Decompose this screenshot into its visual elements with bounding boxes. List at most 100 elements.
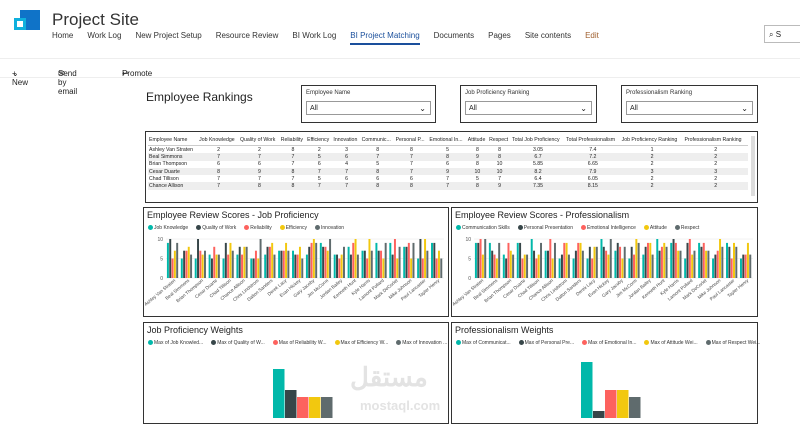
score-bar[interactable] xyxy=(721,246,724,278)
score-bar[interactable] xyxy=(558,258,561,279)
score-bar[interactable] xyxy=(623,246,626,278)
score-bar[interactable] xyxy=(349,254,352,278)
score-bar[interactable] xyxy=(312,239,315,278)
score-bar[interactable] xyxy=(417,258,420,279)
score-bar[interactable] xyxy=(591,258,594,279)
score-bar[interactable] xyxy=(407,242,410,278)
score-bar[interactable] xyxy=(403,246,406,278)
legend-item[interactable]: Personal Presentation xyxy=(517,225,577,231)
score-bar[interactable] xyxy=(333,254,336,278)
score-bar[interactable] xyxy=(616,242,619,278)
legend-item[interactable]: Max of Communicat... xyxy=(456,340,515,346)
weight-bar[interactable] xyxy=(617,390,629,418)
score-bar[interactable] xyxy=(547,250,549,278)
column-header[interactable]: Communic... xyxy=(360,134,395,146)
score-bar[interactable] xyxy=(495,258,498,279)
legend-item[interactable]: Max of Innovation ... xyxy=(396,340,451,346)
legend-item[interactable]: Innovation xyxy=(315,225,348,231)
column-header[interactable]: Quality of Work xyxy=(239,134,280,146)
score-bar[interactable] xyxy=(197,239,200,278)
score-bar[interactable] xyxy=(352,242,355,278)
column-header[interactable]: Emotional In... xyxy=(428,134,467,146)
score-bar[interactable] xyxy=(649,242,652,278)
score-bar[interactable] xyxy=(213,246,216,278)
score-bar[interactable] xyxy=(540,242,543,278)
score-bar[interactable] xyxy=(670,242,673,278)
score-bar[interactable] xyxy=(322,246,325,278)
score-bar[interactable] xyxy=(651,254,654,278)
score-bar[interactable] xyxy=(663,242,666,278)
score-bar[interactable] xyxy=(712,258,715,279)
legend-item[interactable]: Max of Attitude Wei... xyxy=(644,340,701,346)
score-bar[interactable] xyxy=(173,250,176,278)
score-bar[interactable] xyxy=(614,250,617,278)
score-bar[interactable] xyxy=(368,239,371,278)
score-bar[interactable] xyxy=(577,242,580,278)
column-header[interactable]: Innovation xyxy=(332,134,361,146)
score-bar[interactable] xyxy=(266,246,269,278)
column-header[interactable]: Total Job Proficiency xyxy=(511,134,566,146)
score-bar[interactable] xyxy=(375,242,378,278)
score-bar[interactable] xyxy=(621,258,624,279)
score-bar[interactable] xyxy=(516,242,519,278)
score-bar[interactable] xyxy=(586,258,589,279)
score-bar[interactable] xyxy=(361,250,364,278)
score-bar[interactable] xyxy=(735,246,738,278)
legend-item[interactable]: Reliability xyxy=(244,225,275,231)
score-bar[interactable] xyxy=(560,254,563,278)
score-bar[interactable] xyxy=(433,242,436,278)
legend-item[interactable]: Attitude xyxy=(643,225,671,231)
score-bar[interactable] xyxy=(243,246,246,278)
score-bar[interactable] xyxy=(278,250,281,278)
score-bar[interactable] xyxy=(199,250,202,278)
score-bar[interactable] xyxy=(166,242,169,278)
score-bar[interactable] xyxy=(257,258,260,279)
table-row[interactable]: Chad Tillison 7 7 7 5 6 6 6 7 5 7 6.4 6.05 2 2 xyxy=(148,175,748,182)
score-bar[interactable] xyxy=(512,254,515,278)
score-bar[interactable] xyxy=(176,242,179,278)
nav-work-log[interactable]: Work Log xyxy=(87,31,122,40)
weight-bar[interactable] xyxy=(285,390,297,418)
score-bar[interactable] xyxy=(630,246,633,278)
score-bar[interactable] xyxy=(658,250,661,278)
score-bar[interactable] xyxy=(356,254,359,278)
legend-item[interactable]: Max of Reliability W... xyxy=(272,340,331,346)
site-title[interactable]: Project Site xyxy=(52,10,139,29)
score-bar[interactable] xyxy=(609,239,612,278)
weight-bar[interactable] xyxy=(581,362,593,418)
score-bar[interactable] xyxy=(215,254,218,278)
score-bar[interactable] xyxy=(521,258,524,279)
score-bar[interactable] xyxy=(398,246,401,278)
score-bar[interactable] xyxy=(326,250,329,278)
score-bar[interactable] xyxy=(537,254,540,278)
score-bar[interactable] xyxy=(481,254,484,278)
score-bar[interactable] xyxy=(719,239,722,278)
score-bar[interactable] xyxy=(268,246,271,278)
score-bar[interactable] xyxy=(530,239,533,278)
score-bar[interactable] xyxy=(273,254,276,278)
score-bar[interactable] xyxy=(185,250,188,278)
score-bar[interactable] xyxy=(581,250,584,278)
score-bar[interactable] xyxy=(298,246,301,278)
score-bar[interactable] xyxy=(319,242,322,278)
nav-resource-review[interactable]: Resource Review xyxy=(215,31,279,40)
table-row[interactable]: Cesar Duarte 8 9 8 7 7 8 7 9 10 10 8.2 7.9 3 3 xyxy=(148,167,748,176)
nav-documents[interactable]: Documents xyxy=(433,31,475,40)
score-bar[interactable] xyxy=(705,250,708,278)
score-bar[interactable] xyxy=(292,250,294,278)
score-bar[interactable] xyxy=(259,239,262,278)
column-header[interactable]: Professionalism Ranking xyxy=(683,134,748,146)
score-bar[interactable] xyxy=(644,246,647,278)
score-bar[interactable] xyxy=(605,250,608,278)
legend-item[interactable]: Max of Quality of W... xyxy=(211,340,269,346)
score-bar[interactable] xyxy=(484,239,487,278)
score-bar[interactable] xyxy=(656,239,659,278)
score-bar[interactable] xyxy=(474,242,477,278)
score-bar[interactable] xyxy=(366,258,369,279)
score-bar[interactable] xyxy=(187,246,190,278)
score-bar[interactable] xyxy=(572,258,575,279)
score-bar[interactable] xyxy=(194,258,197,279)
score-bar[interactable] xyxy=(391,254,394,278)
score-bar[interactable] xyxy=(565,242,568,278)
score-bar[interactable] xyxy=(227,254,230,278)
